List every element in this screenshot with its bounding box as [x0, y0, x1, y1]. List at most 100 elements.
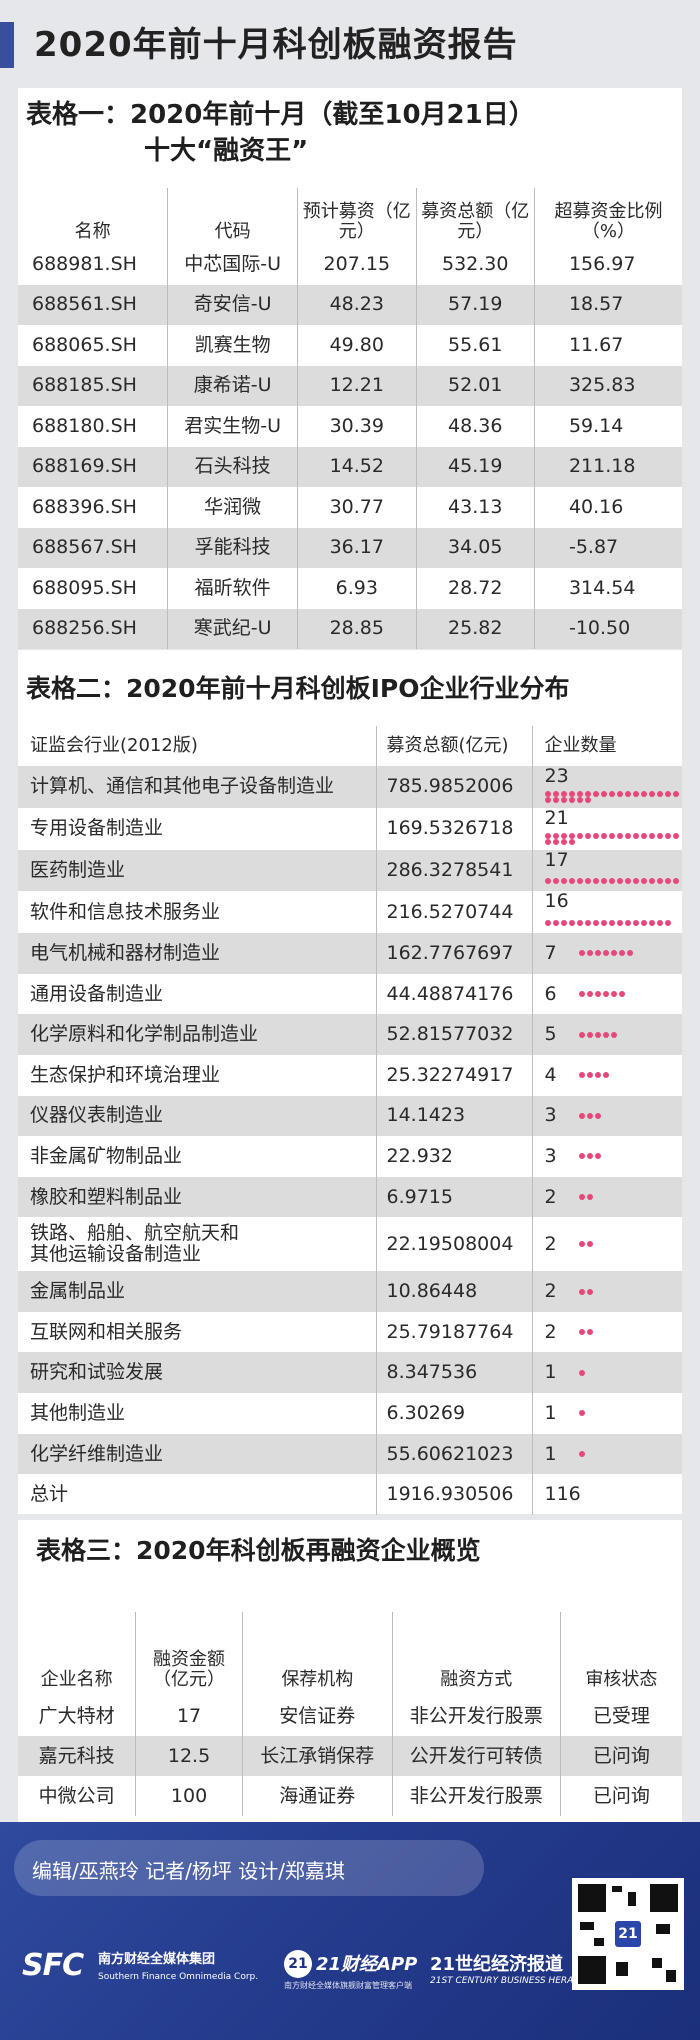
- count-dot: [584, 877, 591, 884]
- count-dot: [568, 791, 575, 798]
- app-logo-icon: 21: [284, 1950, 312, 1978]
- count-dot: [640, 877, 647, 884]
- count-dot: [610, 1031, 617, 1038]
- table-row: 互联网和相关服务 25.79187764 2: [18, 1311, 682, 1353]
- table-row: 化学纤维制造业 55.60621023 1: [18, 1433, 682, 1475]
- table1-header-oversub: 超募资金比例（%）: [533, 188, 682, 244]
- count-dot: [578, 1112, 585, 1119]
- table1-panel: 表格一：2020年前十月（截至10月21日） 十大“融资王” 名称 代码 预计募…: [18, 88, 682, 649]
- count-dot: [664, 791, 671, 798]
- table3-header-status: 审核状态: [559, 1612, 682, 1696]
- count-dot: [640, 919, 647, 926]
- herald-name: 21世纪经济报道: [430, 1954, 564, 1975]
- table-row: 688185.SH 康希诺-U 12.21 52.01 325.83: [18, 365, 682, 406]
- table2-count-value: 5: [544, 1023, 557, 1046]
- count-dot: [608, 919, 615, 926]
- count-dot: [560, 919, 567, 926]
- qr-code[interactable]: 21: [572, 1878, 684, 1990]
- count-dot: [576, 877, 583, 884]
- table-row: 中微公司 100 海通证券 非公开发行股票 已问询: [18, 1776, 682, 1816]
- table-row: 688981.SH 中芯国际-U 207.15 532.30 156.97: [18, 244, 682, 285]
- credits-pill: 编辑/巫燕玲 记者/杨坪 设计/郑嘉琪: [14, 1840, 484, 1896]
- table-row: 688169.SH 石头科技 14.52 45.19 211.18: [18, 446, 682, 487]
- table2-cell-amount: 169.5326718: [375, 807, 532, 850]
- footer-logos: SFC 南方财经全媒体集团 Southern Finance Omnimedia…: [22, 1948, 585, 1998]
- sfc-name: 南方财经全媒体集团 Southern Finance Omnimedia Cor…: [98, 1952, 258, 1985]
- table1-header-name: 名称: [74, 221, 111, 243]
- table1-cell-raised: 43.13: [415, 487, 535, 528]
- count-dot: [632, 833, 639, 840]
- count-dot: [608, 877, 615, 884]
- count-dot: [544, 877, 551, 884]
- count-dots: [578, 1451, 587, 1457]
- table2-total-count: 116: [531, 1474, 682, 1515]
- count-dot: [552, 797, 559, 804]
- count-dot: [586, 991, 593, 998]
- table2-cell-count: 16: [531, 891, 682, 934]
- table2-cell-amount: 6.30269: [375, 1393, 532, 1434]
- table3-header-method: 融资方式: [391, 1612, 561, 1696]
- table2-cell-count: 6: [531, 973, 682, 1015]
- table1-cell-name: 688256.SH: [18, 608, 168, 649]
- count-dot: [560, 791, 567, 798]
- table2: 证监会行业(2012版) 募资总额(亿元) 企业数量 计算机、通信和其他电子设备…: [18, 726, 682, 1515]
- count-dot: [560, 839, 567, 846]
- count-dot: [664, 877, 671, 884]
- table2-cell-count: 7: [531, 933, 682, 974]
- table-row: 非金属矿物制品业 22.932 3: [18, 1136, 682, 1177]
- table1-cell-raised: 48.36: [415, 406, 535, 447]
- table2-cell-count: 21: [531, 806, 682, 850]
- count-dots: [578, 1112, 603, 1119]
- count-dot: [578, 1410, 585, 1417]
- table2-cell-count: 3: [531, 1095, 682, 1137]
- table2-cell-count: 3: [531, 1136, 682, 1177]
- table2-count-value: 21: [544, 806, 569, 829]
- count-dot: [602, 1072, 609, 1079]
- table2-header-industry: 证监会行业(2012版): [30, 735, 198, 757]
- table2-count-value: 2: [544, 1232, 557, 1255]
- table1-cell-name: 688065.SH: [32, 333, 137, 356]
- table-row: 橡胶和塑料制品业 6.9715 2: [18, 1176, 682, 1218]
- table2-cell-amount: 10.86448: [375, 1271, 532, 1312]
- table1-cell-code: 福昕软件: [167, 568, 298, 609]
- count-dot: [618, 950, 625, 957]
- table1-cell-oversub: 325.83: [533, 365, 682, 406]
- count-dot: [656, 877, 663, 884]
- table2-cell-count: 2: [531, 1271, 682, 1312]
- table-row: 计算机、通信和其他电子设备制造业 785.9852006 23: [18, 766, 682, 808]
- count-dot: [544, 839, 551, 846]
- count-dot: [594, 1112, 601, 1119]
- count-dot: [584, 919, 591, 926]
- table2-count-value: 23: [544, 765, 569, 787]
- table3-cell-company: 中微公司: [38, 1784, 115, 1807]
- table3-cell-amount: 12.5: [135, 1736, 243, 1776]
- count-dot: [602, 1031, 609, 1038]
- count-dot: [594, 950, 601, 957]
- table2-cell-amount: 44.48874176: [375, 973, 532, 1015]
- count-dot: [576, 833, 583, 840]
- count-dot: [624, 919, 631, 926]
- count-dot: [586, 1194, 593, 1201]
- table3: 企业名称 融资金额（亿元） 保荐机构 融资方式 审核状态 广大特材 17 安信证券非…: [18, 1612, 682, 1816]
- table-row: 金属制品业 10.86448 2: [18, 1271, 682, 1312]
- table2-cell-amount: 25.32274917: [375, 1054, 532, 1096]
- table1-cell-code: 石头科技: [167, 446, 298, 487]
- qr-badge: 21: [612, 1918, 644, 1950]
- count-dot: [560, 833, 567, 840]
- table3-title: 表格三：2020年科创板再融资企业概览: [36, 1536, 481, 1565]
- table2-count-value: 1: [544, 1442, 557, 1465]
- table2-cell-count: 23: [531, 765, 682, 808]
- table3-cell-company: 广大特材: [38, 1704, 115, 1727]
- count-dot: [616, 833, 623, 840]
- count-dot: [586, 1112, 593, 1119]
- table1-cell-oversub: -10.50: [533, 608, 682, 649]
- table3-cell-status: 已受理: [559, 1696, 682, 1736]
- table-row: 688396.SH 华润微 30.77 43.13 40.16: [18, 487, 682, 528]
- table1-cell-code: 华润微: [167, 487, 298, 528]
- table2-total-amount: 1916.930506: [375, 1474, 532, 1515]
- count-dots: [544, 877, 681, 884]
- table1-cell-name: 688180.SH: [32, 414, 137, 437]
- table2-cell-count: 17: [531, 849, 682, 892]
- sfc-name-cn: 南方财经全媒体集团: [98, 1952, 216, 1967]
- count-dot: [610, 950, 617, 957]
